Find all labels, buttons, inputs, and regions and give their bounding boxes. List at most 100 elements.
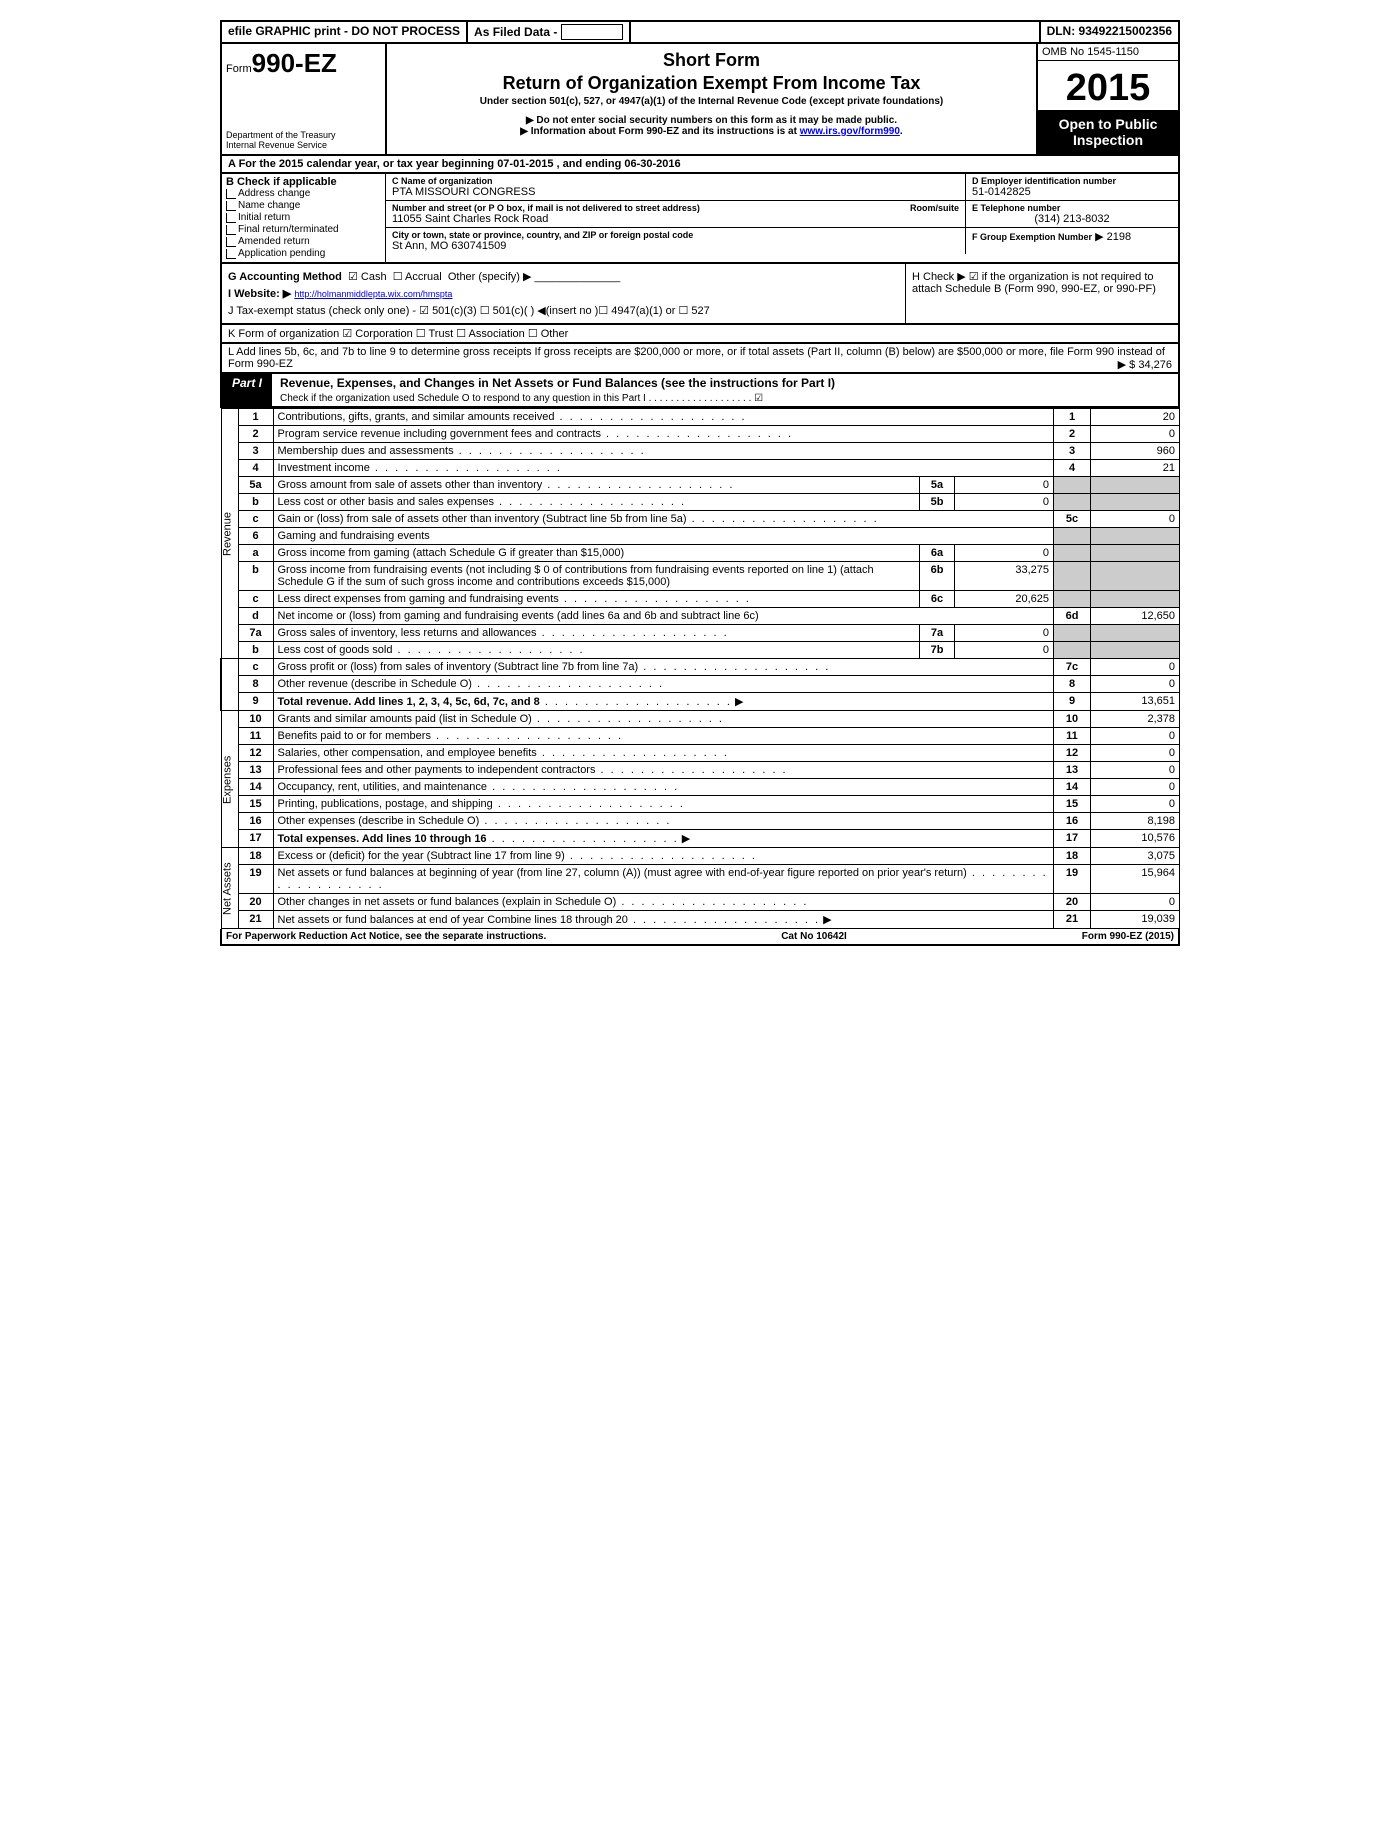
form-prefix: Form	[226, 63, 252, 75]
line-desc: Net assets or fund balances at beginning…	[278, 867, 1048, 891]
shaded-cell	[1054, 591, 1091, 608]
check-name-change[interactable]: Name change	[226, 200, 381, 212]
phone-label: E Telephone number	[972, 203, 1172, 213]
line-desc: Investment income	[278, 462, 562, 474]
check-application-pending[interactable]: Application pending	[226, 248, 381, 260]
line-num: a	[238, 545, 273, 562]
section-g: G Accounting Method ☑ Cash ☐ Accrual Oth…	[228, 268, 899, 285]
out-num: 21	[1054, 911, 1091, 929]
section-h-text: H Check ▶	[912, 271, 966, 283]
line-num: 20	[238, 894, 273, 911]
line-desc: Total expenses. Add lines 10 through 16	[278, 833, 487, 845]
line-num: c	[238, 659, 273, 676]
out-val: 0	[1091, 659, 1180, 676]
form-num-big: 990-EZ	[252, 48, 337, 78]
shaded-cell	[1054, 625, 1091, 642]
line-num: 13	[238, 762, 273, 779]
method-other: Other (specify) ▶	[448, 271, 532, 283]
line-num: 18	[238, 848, 273, 865]
website-label: I Website: ▶	[228, 288, 291, 300]
sub-num: 6c	[920, 591, 955, 608]
check-label: Amended return	[238, 236, 310, 248]
return-title: Return of Organization Exempt From Incom…	[391, 73, 1032, 94]
check-label: Initial return	[238, 212, 290, 224]
check-address-change[interactable]: Address change	[226, 188, 381, 200]
header-notes: ▶ Do not enter social security numbers o…	[391, 115, 1032, 137]
line-desc: Gaming and fundraising events	[273, 528, 1054, 545]
city-label: City or town, state or province, country…	[392, 230, 959, 240]
checkbox-icon	[226, 249, 236, 259]
out-val: 20	[1091, 409, 1180, 426]
section-c-city: City or town, state or province, country…	[386, 228, 966, 254]
check-initial-return[interactable]: Initial return	[226, 212, 381, 224]
line-desc: Contributions, gifts, grants, and simila…	[278, 411, 747, 423]
check-final-return[interactable]: Final return/terminated	[226, 224, 381, 236]
sub-val: 0	[955, 494, 1054, 511]
short-form-title: Short Form	[391, 50, 1032, 71]
irs-link[interactable]: www.irs.gov/form990	[800, 126, 900, 137]
checkbox-icon	[226, 201, 236, 211]
header-right: OMB No 1545-1150 2015 Open to Public Ins…	[1038, 44, 1178, 154]
ghi-left: G Accounting Method ☑ Cash ☐ Accrual Oth…	[222, 264, 905, 323]
out-val: 0	[1091, 796, 1180, 813]
line-desc: Less direct expenses from gaming and fun…	[278, 593, 751, 605]
as-filed-input[interactable]	[561, 24, 623, 40]
line-num: 21	[238, 911, 273, 929]
header-center: Short Form Return of Organization Exempt…	[387, 44, 1038, 154]
out-val: 0	[1091, 426, 1180, 443]
note-info-text: ▶ Information about Form 990-EZ and its …	[520, 126, 799, 137]
revenue-table: Revenue 1 Contributions, gifts, grants, …	[220, 408, 1180, 929]
section-l-value: ▶ $ 34,276	[1118, 358, 1172, 371]
section-g-to-j: G Accounting Method ☑ Cash ☐ Accrual Oth…	[220, 264, 1180, 325]
tax-year: 2015	[1038, 61, 1178, 110]
out-num: 12	[1054, 745, 1091, 762]
ein-label: D Employer identification number	[972, 176, 1172, 186]
line-num: 15	[238, 796, 273, 813]
out-num: 4	[1054, 460, 1091, 477]
check-label: Address change	[238, 188, 310, 200]
sub-val: 0	[955, 477, 1054, 494]
website-link[interactable]: http://holmanmiddlepta.wix.com/hmspta	[294, 289, 452, 299]
street-label: Number and street (or P O box, if mail i…	[392, 203, 959, 213]
efile-notice: efile GRAPHIC print - DO NOT PROCESS	[222, 22, 468, 42]
line-num: 19	[238, 865, 273, 894]
out-val: 960	[1091, 443, 1180, 460]
line-desc: Gross profit or (loss) from sales of inv…	[278, 661, 831, 673]
out-num: 9	[1054, 693, 1091, 711]
section-b-title: B Check if applicable	[226, 176, 381, 188]
line-num: 14	[238, 779, 273, 796]
out-val: 3,075	[1091, 848, 1180, 865]
spacer	[221, 659, 238, 711]
line-num: 6	[238, 528, 273, 545]
check-amended-return[interactable]: Amended return	[226, 236, 381, 248]
line-desc: Professional fees and other payments to …	[278, 764, 788, 776]
phone-value: (314) 213-8032	[972, 213, 1172, 225]
line-num: 10	[238, 711, 273, 728]
section-l: L Add lines 5b, 6c, and 7b to line 9 to …	[220, 344, 1180, 374]
line-desc: Program service revenue including govern…	[278, 428, 794, 440]
shaded-cell	[1054, 562, 1091, 591]
sub-val: 0	[955, 642, 1054, 659]
line-desc: Gross amount from sale of assets other t…	[278, 479, 735, 491]
shaded-cell	[1091, 625, 1180, 642]
shaded-cell	[1091, 591, 1180, 608]
footer-form: Form 990-EZ (2015)	[1082, 931, 1174, 942]
line-desc: Other revenue (describe in Schedule O)	[278, 678, 665, 690]
side-label-netassets: Net Assets	[221, 848, 238, 929]
out-val: 2,378	[1091, 711, 1180, 728]
checkbox-icon	[226, 237, 236, 247]
part-i-label: Part I	[222, 374, 272, 406]
shaded-cell	[1091, 642, 1180, 659]
sub-num: 7a	[920, 625, 955, 642]
out-val: 8,198	[1091, 813, 1180, 830]
out-num: 6d	[1054, 608, 1091, 625]
out-num: 16	[1054, 813, 1091, 830]
check-label: Name change	[238, 200, 300, 212]
city-value: St Ann, MO 630741509	[392, 240, 959, 252]
out-val: 15,964	[1091, 865, 1180, 894]
room-label: Room/suite	[910, 203, 959, 213]
header-left: Form990-EZ Department of the Treasury In…	[222, 44, 387, 154]
dept-irs: Internal Revenue Service	[226, 140, 381, 150]
omb-number: OMB No 1545-1150	[1038, 44, 1178, 61]
line-num: 17	[238, 830, 273, 848]
